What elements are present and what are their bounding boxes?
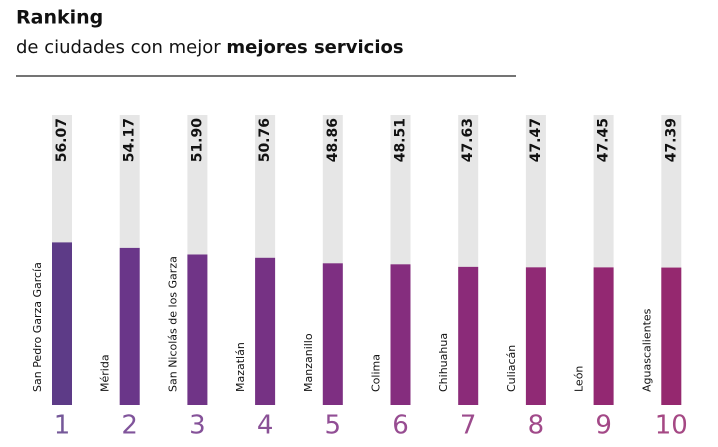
rank-label: 2 [121, 411, 138, 441]
bar [52, 242, 72, 405]
value-label: 47.63 [460, 118, 476, 162]
bar [525, 267, 546, 405]
rank-label: 3 [189, 411, 206, 441]
value-label: 56.07 [54, 118, 70, 162]
rank-label: 6 [392, 411, 409, 441]
value-label: 51.90 [189, 118, 205, 163]
bar [390, 264, 411, 405]
category-label: San Pedro Garza García [31, 262, 44, 392]
rank-label: 7 [460, 411, 477, 441]
bar [187, 254, 208, 405]
bar [661, 267, 682, 405]
value-label: 48.51 [393, 118, 409, 162]
bar [322, 263, 343, 405]
rank-label: 9 [595, 411, 612, 441]
bar [119, 247, 140, 405]
category-label: León [573, 366, 586, 392]
category-label: Mazatlán [234, 342, 247, 392]
rank-label: 5 [325, 411, 342, 441]
value-label: 47.45 [596, 118, 612, 162]
value-label: 50.76 [257, 118, 273, 162]
bar [458, 266, 479, 405]
bar [255, 257, 276, 405]
bar [593, 267, 614, 405]
category-label: Chihuahua [437, 333, 450, 392]
rank-label: 1 [54, 411, 71, 441]
category-label: Manzanillo [302, 333, 315, 392]
category-label: Culiacán [505, 345, 518, 392]
rank-label: 8 [528, 411, 545, 441]
chart-subtitle: de ciudades con mejor mejores servicios [16, 37, 404, 58]
subtitle-text: de ciudades con mejor [16, 37, 221, 58]
category-label: Colima [370, 354, 383, 392]
value-label: 48.86 [325, 118, 341, 162]
category-label: Mérida [99, 354, 112, 392]
chart-title: Ranking [16, 7, 103, 29]
value-label: 54.17 [122, 118, 138, 162]
subtitle-bold: mejores servicios [226, 37, 403, 58]
category-label: San Nicolás de los Garza [166, 256, 179, 392]
value-label: 47.39 [663, 118, 679, 162]
rank-label: 4 [257, 411, 274, 441]
value-label: 47.47 [528, 118, 544, 162]
rank-label: 10 [655, 411, 688, 441]
category-label: Aguascalientes [640, 308, 653, 392]
